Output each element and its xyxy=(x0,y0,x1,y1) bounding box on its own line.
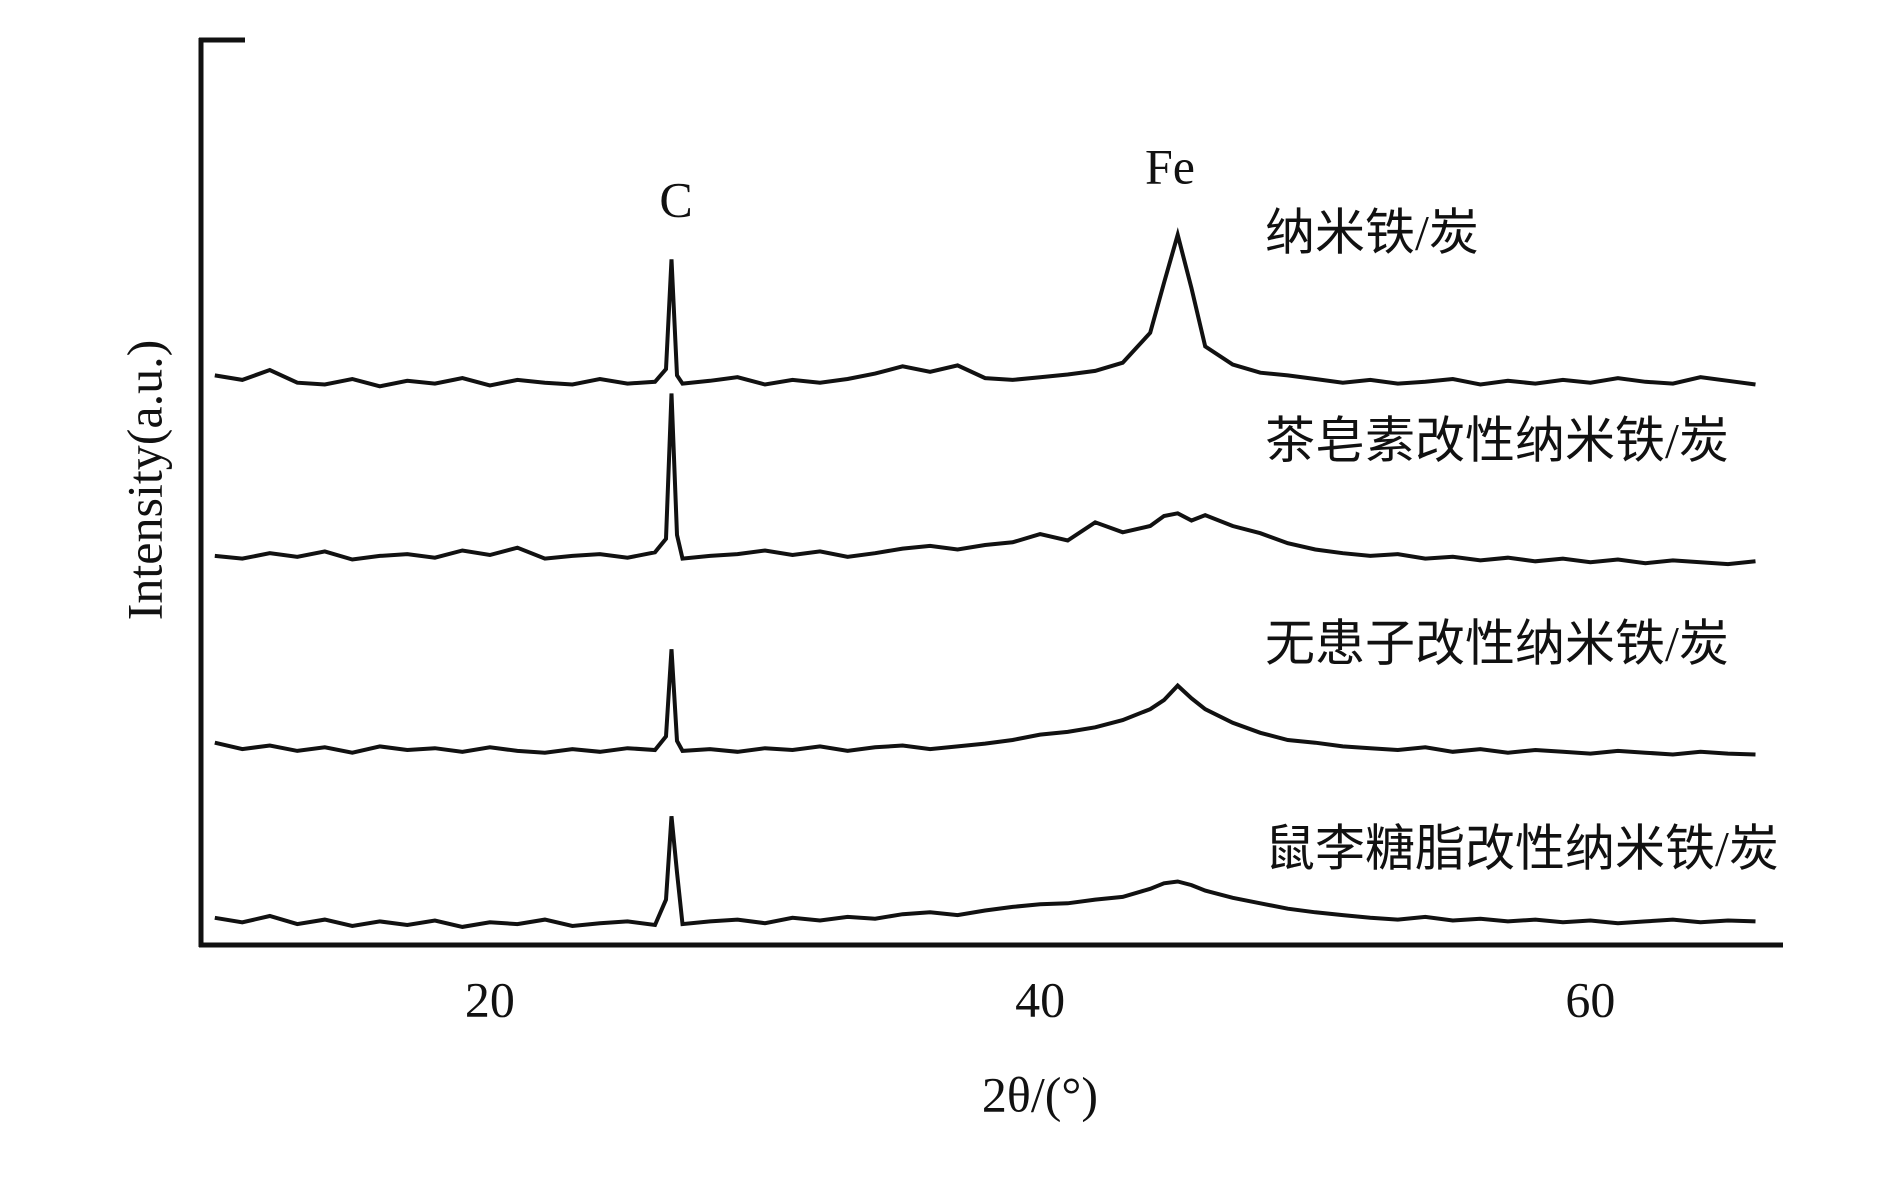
series-line xyxy=(214,816,1756,929)
x-tick-label: 20 xyxy=(465,971,515,1027)
annotation: C xyxy=(659,171,692,227)
x-tick-label: 40 xyxy=(1015,971,1065,1027)
y-axis-label: Intensity(a.u.) xyxy=(116,340,172,620)
series-label: 茶皂素改性纳米铁/炭 xyxy=(1265,412,1729,468)
series-line xyxy=(214,649,1756,757)
series-label: 鼠李糖脂改性纳米铁/炭 xyxy=(1265,820,1779,876)
series-label: 纳米铁/炭 xyxy=(1265,204,1479,260)
series-line xyxy=(214,393,1756,567)
annotation: Fe xyxy=(1145,138,1195,194)
series-label: 无患子改性纳米铁/炭 xyxy=(1265,615,1729,671)
series-line xyxy=(214,227,1756,389)
x-tick-label: 60 xyxy=(1565,971,1615,1027)
x-axis-label: 2θ/(°) xyxy=(982,1066,1098,1122)
